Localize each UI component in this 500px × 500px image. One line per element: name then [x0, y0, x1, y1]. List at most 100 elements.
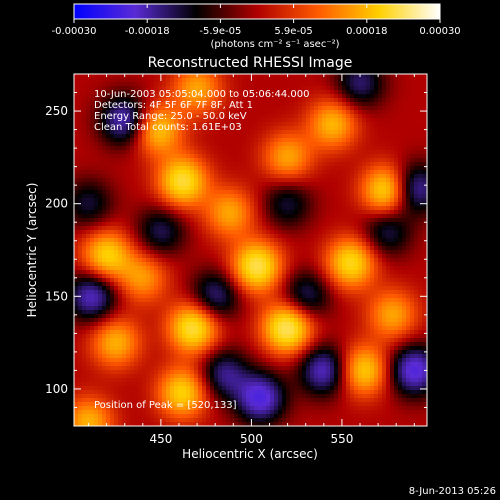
heatmap-cell [222, 134, 227, 139]
heatmap-cell [230, 110, 235, 115]
heatmap-cell [382, 118, 387, 123]
heatmap-cell [174, 270, 179, 275]
heatmap-cell [378, 250, 383, 255]
heatmap-cell [138, 254, 143, 259]
heatmap-cell [394, 166, 399, 171]
heatmap-cell [126, 106, 131, 111]
heatmap-cell [266, 102, 271, 107]
heatmap-cell [306, 138, 311, 143]
heatmap-cell [230, 246, 235, 251]
heatmap-cell [258, 258, 263, 263]
heatmap-cell [214, 242, 219, 247]
heatmap-cell [98, 122, 103, 127]
heatmap-cell [322, 122, 327, 127]
heatmap-cell [394, 94, 399, 99]
heatmap-cell [246, 246, 251, 251]
heatmap-cell [190, 150, 195, 155]
heatmap-cell [354, 74, 359, 79]
heatmap-cell [82, 190, 87, 195]
heatmap-cell [310, 150, 315, 155]
heatmap-cell [346, 138, 351, 143]
heatmap-cell [310, 206, 315, 211]
heatmap-cell [218, 174, 223, 179]
heatmap-cell [178, 182, 183, 187]
heatmap-cell [306, 74, 311, 79]
heatmap-cell [206, 78, 211, 83]
heatmap-cell [342, 190, 347, 195]
heatmap-cell [378, 166, 383, 171]
heatmap-cell [318, 214, 323, 219]
heatmap-cell [254, 90, 259, 95]
heatmap-cell [174, 114, 179, 119]
heatmap-cell [358, 266, 363, 271]
heatmap-cell [298, 90, 303, 95]
heatmap-cell [190, 190, 195, 195]
heatmap-cell [226, 74, 231, 79]
heatmap-cell [174, 178, 179, 183]
heatmap-cell [74, 218, 79, 223]
heatmap-cell [182, 186, 187, 191]
heatmap-cell [186, 194, 191, 199]
heatmap-cell [178, 82, 183, 87]
heatmap-cell [302, 250, 307, 255]
heatmap-cell [222, 86, 227, 91]
heatmap-cell [222, 150, 227, 155]
heatmap-cell [262, 110, 267, 115]
heatmap-cell [86, 290, 91, 295]
heatmap-cell [394, 114, 399, 119]
heatmap-cell [314, 194, 319, 199]
heatmap-cell [74, 246, 79, 251]
heatmap-cell [114, 170, 119, 175]
heatmap-cell [110, 270, 115, 275]
heatmap-cell [306, 158, 311, 163]
heatmap-cell [242, 178, 247, 183]
heatmap-cell [102, 118, 107, 123]
heatmap-cell [226, 90, 231, 95]
heatmap-cell [306, 198, 311, 203]
heatmap-cell [194, 170, 199, 175]
heatmap-cell [390, 242, 395, 247]
heatmap-cell [138, 186, 143, 191]
heatmap-cell [170, 86, 175, 91]
heatmap-cell [90, 194, 95, 199]
heatmap-cell [118, 190, 123, 195]
heatmap-cell [314, 170, 319, 175]
heatmap-cell [374, 178, 379, 183]
heatmap-cell [218, 278, 223, 283]
heatmap-cell [114, 258, 119, 263]
heatmap-cell [254, 178, 259, 183]
heatmap-cell [130, 262, 135, 267]
heatmap-cell [142, 238, 147, 243]
heatmap-cell [338, 86, 343, 91]
heatmap-cell [98, 130, 103, 135]
heatmap-cell [350, 130, 355, 135]
heatmap-cell [314, 158, 319, 163]
heatmap-cell [302, 282, 307, 287]
heatmap-cell [254, 142, 259, 147]
heatmap-cell [126, 254, 131, 259]
heatmap-cell [410, 274, 415, 279]
heatmap-cell [414, 242, 419, 247]
heatmap-cell [190, 258, 195, 263]
heatmap-cell [406, 94, 411, 99]
heatmap-cell [358, 206, 363, 211]
heatmap-cell [230, 230, 235, 235]
heatmap-cell [158, 222, 163, 227]
heatmap-cell [394, 262, 399, 267]
heatmap-cell [94, 94, 99, 99]
heatmap-cell [374, 118, 379, 123]
heatmap-cell [182, 114, 187, 119]
heatmap-cell [102, 102, 107, 107]
heatmap-cell [290, 154, 295, 159]
heatmap-cell [326, 186, 331, 191]
heatmap-cell [394, 142, 399, 147]
heatmap-cell [346, 250, 351, 255]
heatmap-cell [206, 214, 211, 219]
heatmap-cell [146, 78, 151, 83]
heatmap-cell [418, 166, 423, 171]
heatmap-cell [214, 234, 219, 239]
heatmap-cell [154, 114, 159, 119]
heatmap-cell [238, 222, 243, 227]
heatmap-cell [370, 246, 375, 251]
heatmap-cell [318, 234, 323, 239]
